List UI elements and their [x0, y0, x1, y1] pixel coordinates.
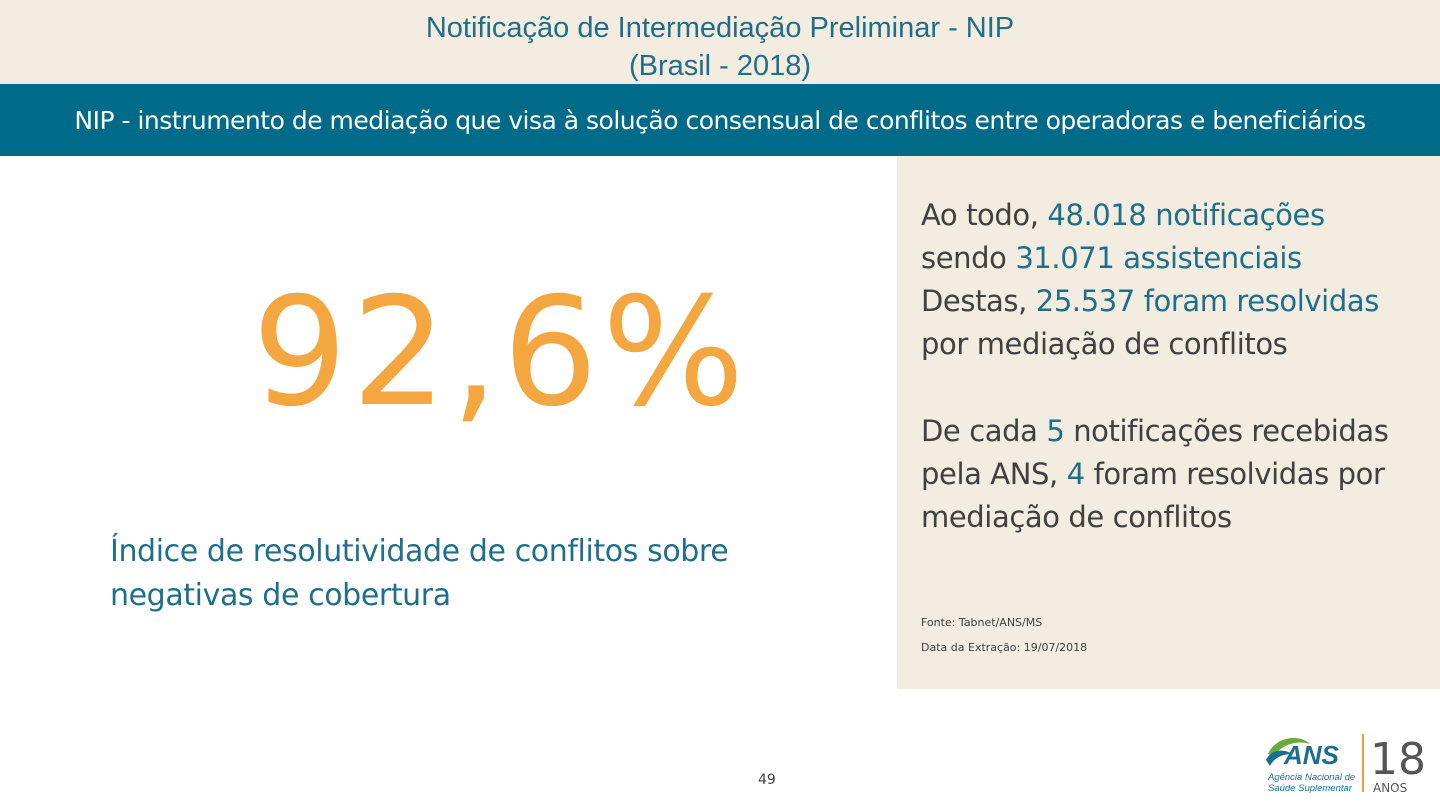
logo-tagline-1: Agência Nacional de: [1267, 772, 1355, 783]
slide-title-line2: (Brasil - 2018): [628, 50, 812, 82]
ans-logo: ANS Agência Nacional de Saúde Suplementa…: [1262, 728, 1432, 798]
summary-highlight: 48.018 notificações: [1047, 198, 1325, 232]
summary-highlight: 25.537 foram resolvidas: [1035, 284, 1380, 318]
logo-brand: ANS: [1283, 740, 1340, 770]
summary-line: sendo 31.071 assistenciais: [921, 237, 1379, 280]
notifications-summary: Ao todo, 48.018 notificações sendo 31.07…: [921, 194, 1379, 366]
ratio-highlight: 4: [1066, 457, 1085, 491]
logo-years: 18: [1370, 734, 1426, 785]
resolution-index-value: 92,6%: [252, 266, 749, 440]
summary-line: por mediação de conflitos: [921, 327, 1288, 361]
logo-swoosh-green: [1268, 738, 1310, 756]
ratio-text: pela ANS,: [921, 457, 1067, 491]
ratio-text: De cada: [921, 414, 1047, 448]
page-number: 49: [758, 772, 776, 788]
summary-panel: Ao todo, 48.018 notificações sendo 31.07…: [897, 156, 1440, 689]
summary-line: Destas, 25.537 foram resolvidas: [921, 280, 1379, 323]
resolution-index-label-line1: Índice de resolutividade de conflitos so…: [110, 534, 729, 569]
logo-years-label: ANOS: [1373, 781, 1407, 795]
ratio-summary: De cada 5 notificações recebidas pela AN…: [921, 410, 1389, 539]
summary-highlight: 31.071 assistenciais: [1015, 241, 1302, 275]
ratio-line: pela ANS, 4 foram resolvidas por: [921, 453, 1388, 496]
ratio-text: foram resolvidas por: [1084, 457, 1385, 491]
ratio-line: De cada 5 notificações recebidas: [921, 410, 1389, 453]
slide-title-line1: Notificação de Intermediação Preliminar …: [425, 12, 1015, 44]
data-source: Fonte: Tabnet/ANS/MS: [921, 616, 1043, 629]
definition-banner: NIP - instrumento de mediação que visa à…: [0, 84, 1440, 156]
extraction-date: Data da Extração: 19/07/2018: [921, 641, 1088, 654]
summary-text: sendo: [921, 241, 1016, 275]
summary-line: Ao todo, 48.018 notificações: [921, 194, 1379, 237]
slide-header: Notificação de Intermediação Preliminar …: [0, 0, 1440, 84]
resolution-index-label: Índice de resolutividade de conflitos so…: [110, 530, 810, 618]
logo-swoosh-blue: [1266, 750, 1292, 766]
summary-text: Ao todo,: [921, 198, 1048, 232]
ratio-highlight: 5: [1046, 414, 1065, 448]
resolution-index-label-line2: negativas de cobertura: [110, 578, 451, 613]
ans-logo-graphic: ANS Agência Nacional de Saúde Suplementa…: [1266, 734, 1426, 795]
summary-text: Destas,: [921, 284, 1036, 318]
ratio-line: mediação de conflitos: [921, 500, 1232, 534]
logo-divider: [1362, 734, 1364, 792]
logo-tagline-2: Saúde Suplementar: [1268, 783, 1353, 794]
ratio-text: notificações recebidas: [1064, 414, 1389, 448]
